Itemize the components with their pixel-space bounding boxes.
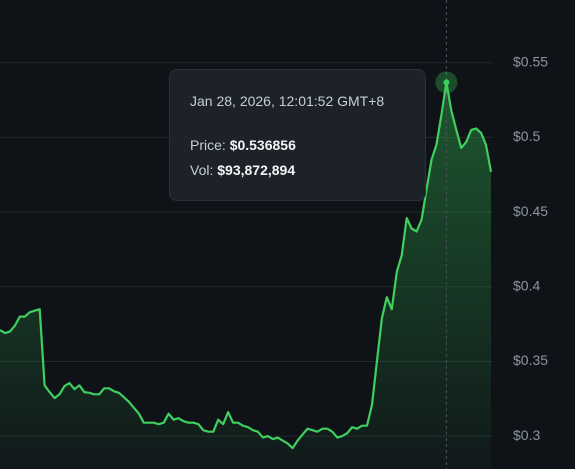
hover-point: [443, 79, 450, 86]
price-line: [0, 81, 493, 450]
y-tick-label: $0.55: [513, 53, 548, 69]
tooltip-vol: $93,872,894: [217, 162, 296, 178]
y-tick-label: $0.3: [513, 427, 540, 443]
y-tick-label: $0.35: [513, 352, 548, 368]
tooltip-vol-label: Vol:: [190, 162, 214, 178]
y-tick-label: $0.5: [513, 128, 540, 144]
tooltip-price: $0.536856: [229, 137, 296, 153]
tooltip-price-label: Price:: [190, 137, 226, 153]
tooltip: Jan 28, 2026, 12:01:52 GMT+8 Price: $0.5…: [169, 69, 426, 201]
y-tick-label: $0.4: [513, 277, 540, 293]
y-tick-label: $0.45: [513, 203, 548, 219]
area: [0, 82, 491, 469]
tooltip-date: Jan 28, 2026, 12:01:52 GMT+8: [190, 93, 385, 109]
